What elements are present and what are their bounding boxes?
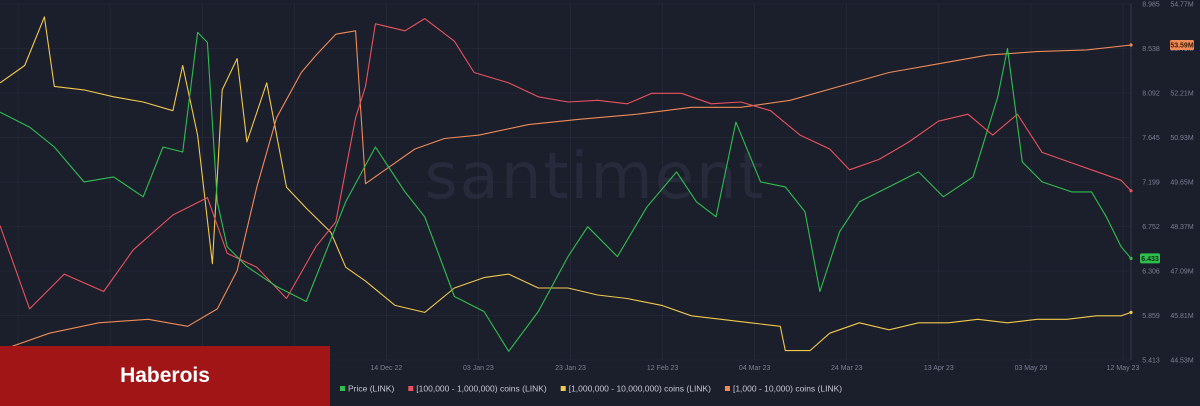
legend-label: [1,000 - 10,000) coins (LINK) — [733, 384, 842, 394]
date-tick-label: 04 Mar 23 — [739, 365, 771, 372]
series-end-point-2 — [1129, 310, 1133, 314]
brand-name: Haberois — [120, 364, 210, 387]
date-tick-label: 13 Apr 23 — [924, 365, 954, 372]
legend-item-2[interactable]: [1,000,000 - 10,000,000) coins (LINK) — [560, 384, 711, 394]
balance-current-value: 53.59M — [1170, 43, 1194, 50]
series-line-2 — [0, 16, 1132, 352]
balance-tick-label: 54.77M — [1170, 2, 1194, 9]
chart-legend[interactable]: Price (LINK) [100,000 - 1,000,000) coins … — [340, 384, 842, 394]
legend-item-1[interactable]: [100,000 - 1,000,000) coins (LINK) — [408, 384, 547, 394]
balance-tick-label: 44.53M — [1170, 358, 1194, 365]
price-tick-label: 7.199 — [1142, 180, 1160, 187]
date-tick-label: 12 Feb 23 — [647, 365, 679, 372]
balance-tick-label: 45.81M — [1170, 313, 1194, 320]
date-tick-label: 03 May 23 — [1015, 365, 1048, 372]
legend-label: [100,000 - 1,000,000) coins (LINK) — [416, 384, 547, 394]
legend-swatch — [408, 386, 414, 391]
legend-label: [1,000,000 - 10,000,000) coins (LINK) — [569, 384, 711, 394]
price-tick-label: 8.092 — [1142, 91, 1160, 98]
price-current-value: 6.433 — [1141, 256, 1159, 263]
balance-current-badge — [1170, 40, 1194, 51]
price-tick-label: 8.985 — [1142, 2, 1160, 9]
price-tick-label: 8.538 — [1142, 46, 1160, 53]
balance-tick-label: 48.37M — [1170, 224, 1194, 231]
date-tick-label: 12 May 23 — [1107, 365, 1140, 372]
series-end-point-1 — [1129, 189, 1133, 193]
series-line-1 — [0, 18, 1132, 310]
chart-grid — [0, 3, 1132, 361]
date-tick-label: 03 Jan 23 — [463, 365, 494, 372]
date-tick-label: 24 Mar 23 — [831, 365, 863, 372]
legend-item-3[interactable]: [1,000 - 10,000) coins (LINK) — [724, 384, 842, 394]
series-end-point-0 — [1129, 256, 1133, 260]
legend-swatch — [340, 386, 345, 391]
series-line-3 — [0, 30, 1132, 352]
balance-tick-label: 49.65M — [1170, 180, 1194, 187]
legend-label: Price (LINK) — [348, 384, 394, 394]
price-tick-label: 5.859 — [1142, 313, 1160, 320]
price-tick-label: 7.645 — [1142, 135, 1160, 142]
price-tick-label: 6.752 — [1142, 224, 1160, 231]
balance-tick-label: 50.93M — [1170, 135, 1194, 142]
price-tick-label: 5.413 — [1142, 358, 1160, 365]
price-axis: 8.985 8.538 8.092 7.645 7.199 6.752 6.306 5.859… — [1140, 2, 1160, 365]
santiment-watermark: santiment — [424, 140, 765, 214]
series-end-point-3 — [1129, 43, 1133, 47]
balance-tick-label: 52.21M — [1170, 91, 1194, 98]
legend-swatch — [560, 386, 566, 391]
date-tick-label: 14 Dec 22 — [370, 365, 402, 372]
balance-tick-label: 47.09M — [1170, 269, 1194, 276]
date-tick-label: 23 Jan 23 — [555, 365, 586, 372]
plot-area — [0, 16, 1133, 352]
legend-item-0[interactable]: Price (LINK) — [340, 384, 394, 394]
series-line-0 — [0, 31, 1132, 352]
balance-axis: 54.77M53.49M52.21M50.93M49.65M48.37M47.0… — [1170, 2, 1194, 365]
price-current-badge — [1140, 253, 1160, 264]
legend-swatch — [724, 386, 730, 391]
price-tick-label: 6.306 — [1142, 269, 1160, 276]
brand-banner: Haberois — [0, 346, 330, 406]
